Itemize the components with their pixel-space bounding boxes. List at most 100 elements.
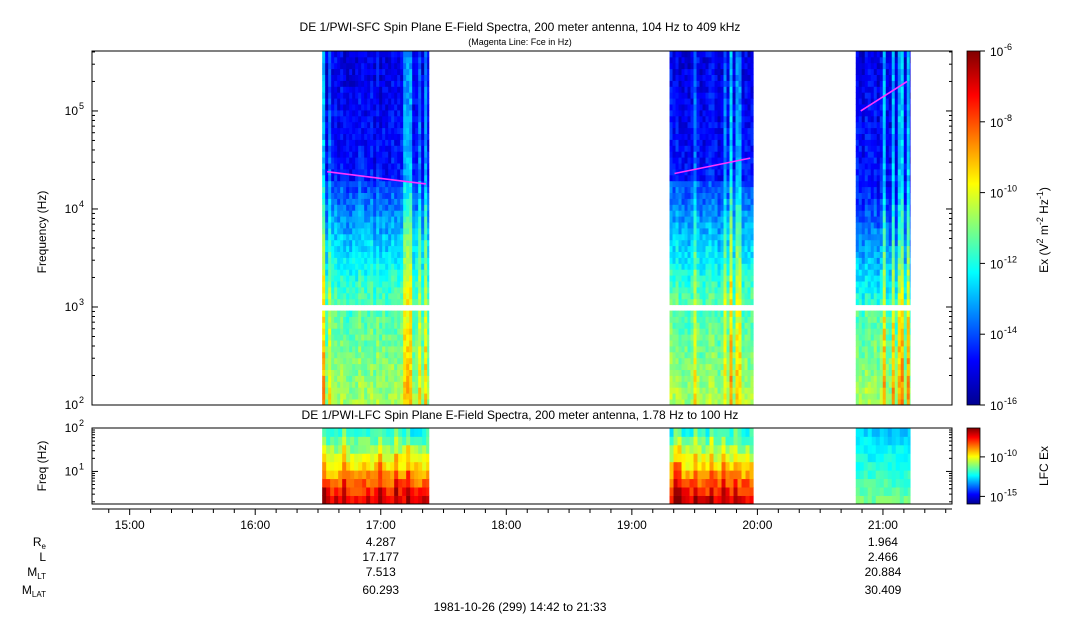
sfc-spectrogram-cell: [331, 322, 334, 328]
sfc-spectrogram-cell: [721, 157, 724, 163]
sfc-spectrogram-cell: [346, 193, 349, 199]
sfc-spectrogram-cell: [391, 222, 394, 228]
sfc-spectrogram-cell: [697, 340, 700, 346]
sfc-spectrogram-cell: [856, 175, 859, 181]
sfc-spectrogram-cell: [859, 263, 862, 269]
sfc-spectrogram-cell: [340, 234, 343, 240]
sfc-spectrogram-cell: [415, 352, 418, 358]
sfc-spectrogram-cell: [670, 393, 673, 399]
sfc-spectrogram-cell: [727, 376, 730, 382]
sfc-spectrogram-cell: [670, 140, 673, 146]
sfc-spectrogram-cell: [709, 210, 712, 216]
sfc-spectrogram-cell: [355, 134, 358, 140]
sfc-spectrogram-cell: [409, 311, 412, 317]
sfc-spectrogram-cell: [355, 228, 358, 234]
sfc-spectrogram-cell: [406, 376, 409, 382]
sfc-spectrogram-cell: [400, 381, 403, 387]
sfc-spectrogram-cell: [685, 376, 688, 382]
sfc-spectrogram-cell: [385, 340, 388, 346]
sfc-spectrogram-cell: [361, 340, 364, 346]
sfc-spectrogram-cell: [670, 381, 673, 387]
sfc-spectrogram-cell: [721, 86, 724, 92]
sfc-spectrogram-cell: [877, 151, 880, 157]
sfc-spectrogram-cell: [694, 57, 697, 63]
sfc-spectrogram-cell: [394, 352, 397, 358]
sfc-spectrogram-cell: [724, 234, 727, 240]
sfc-spectrogram-cell: [901, 187, 904, 193]
sfc-spectrogram-cell: [412, 328, 415, 334]
sfc-spectrogram-cell: [721, 175, 724, 181]
sfc-spectrogram-cell: [685, 364, 688, 370]
sfc-spectrogram-cell: [349, 258, 352, 264]
sfc-spectrogram-cell: [715, 98, 718, 104]
sfc-spectrogram-cell: [385, 86, 388, 92]
sfc-spectrogram-cell: [697, 275, 700, 281]
sfc-spectrogram-cell: [709, 134, 712, 140]
sfc-spectrogram-cell: [733, 92, 736, 98]
sfc-spectrogram-cell: [889, 187, 892, 193]
sfc-spectrogram-cell: [403, 222, 406, 228]
sfc-spectrogram-cell: [904, 258, 907, 264]
sfc-spectrogram-cell: [406, 210, 409, 216]
sfc-spectrogram-cell: [364, 328, 367, 334]
sfc-spectrogram-cell: [343, 299, 346, 305]
sfc-spectrogram-cell: [358, 393, 361, 399]
sfc-spectrogram-cell: [346, 116, 349, 122]
sfc-spectrogram-cell: [355, 63, 358, 69]
sfc-spectrogram-cell: [862, 334, 865, 340]
sfc-spectrogram-cell: [724, 399, 727, 405]
sfc-spectrogram-cell: [352, 86, 355, 92]
sfc-spectrogram-cell: [730, 145, 733, 151]
sfc-spectrogram-cell: [397, 163, 400, 169]
sfc-spectrogram-cell: [337, 234, 340, 240]
sfc-spectrogram-cell: [715, 51, 718, 57]
sfc-spectrogram-cell: [907, 299, 910, 305]
sfc-spectrogram-cell: [427, 69, 429, 75]
sfc-spectrogram-cell: [421, 393, 424, 399]
sfc-spectrogram-cell: [718, 275, 721, 281]
sfc-spectrogram-cell: [412, 151, 415, 157]
sfc-spectrogram-cell: [886, 157, 889, 163]
sfc-spectrogram-cell: [355, 287, 358, 293]
sfc-spectrogram-cell: [709, 317, 712, 323]
sfc-spectrogram-cell: [895, 228, 898, 234]
sfc-spectrogram-cell: [376, 145, 379, 151]
sfc-spectrogram-cell: [682, 358, 685, 364]
sfc-spectrogram-cell: [907, 399, 910, 405]
sfc-spectrogram-cell: [862, 128, 865, 134]
sfc-spectrogram-cell: [733, 81, 736, 87]
sfc-spectrogram-cell: [691, 51, 694, 57]
sfc-spectrogram-cell: [388, 57, 391, 63]
sfc-spectrogram-cell: [745, 199, 748, 205]
sfc-spectrogram-cell: [388, 151, 391, 157]
sfc-spectrogram-cell: [412, 69, 415, 75]
sfc-spectrogram-cell: [712, 181, 715, 187]
sfc-spectrogram-cell: [907, 228, 910, 234]
sfc-spectrogram-cell: [733, 364, 736, 370]
sfc-spectrogram-cell: [388, 263, 391, 269]
sfc-spectrogram-cell: [871, 258, 874, 264]
sfc-spectrogram-cell: [412, 75, 415, 81]
sfc-spectrogram-cell: [721, 328, 724, 334]
sfc-spectrogram-cell: [721, 57, 724, 63]
sfc-spectrogram-cell: [364, 346, 367, 352]
sfc-spectrogram-cell: [427, 222, 429, 228]
sfc-spectrogram-cell: [670, 151, 673, 157]
sfc-spectrogram-cell: [409, 340, 412, 346]
sfc-spectrogram-cell: [856, 63, 859, 69]
sfc-spectrogram-cell: [697, 222, 700, 228]
sfc-spectrogram-cell: [859, 140, 862, 146]
sfc-spectrogram-cell: [418, 145, 421, 151]
sfc-spectrogram-cell: [877, 240, 880, 246]
sfc-spectrogram-cell: [694, 116, 697, 122]
sfc-spectrogram-cell: [409, 210, 412, 216]
sfc-spectrogram-cell: [715, 269, 718, 275]
sfc-spectrogram-cell: [415, 57, 418, 63]
sfc-spectrogram-cell: [373, 322, 376, 328]
sfc-spectrogram-cell: [868, 75, 871, 81]
sfc-spectrogram-cell: [730, 322, 733, 328]
sfc-spectrogram-cell: [370, 334, 373, 340]
sfc-spectrogram-cell: [724, 169, 727, 175]
sfc-spectrogram-cell: [361, 210, 364, 216]
sfc-spectrogram-cell: [418, 222, 421, 228]
